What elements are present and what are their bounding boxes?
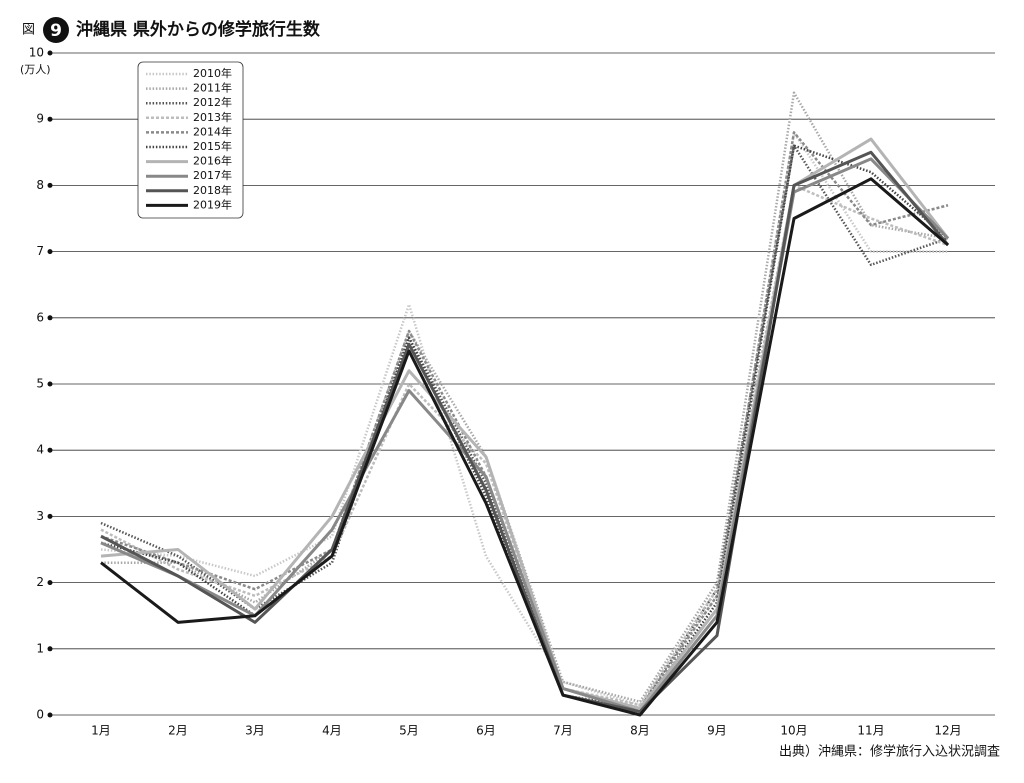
series-line [101, 91, 949, 704]
x-tick-label: 5月 [399, 724, 419, 738]
legend-label: 2018年 [193, 183, 232, 197]
series-line [100, 184, 949, 707]
chart-title: 沖縄県 県外からの修学旅行生数 [76, 19, 321, 40]
tick-mark [47, 381, 53, 387]
x-tick-label: 4月 [322, 724, 342, 738]
tick-mark [47, 513, 53, 519]
series-line [100, 137, 950, 710]
x-tick-label: 8月 [630, 724, 650, 738]
figure-badge [43, 17, 69, 43]
series-line [100, 131, 949, 710]
series-line [100, 177, 949, 717]
x-tick-label: 3月 [245, 724, 265, 738]
legend-label: 2010年 [193, 66, 232, 80]
tick-mark [47, 182, 53, 188]
tick-mark [47, 580, 53, 586]
y-tick-label: 6 [36, 310, 44, 324]
tick-mark [47, 116, 53, 122]
y-tick-label: 4 [36, 443, 44, 457]
tick-mark [47, 712, 53, 718]
legend-label: 2015年 [193, 139, 232, 153]
y-tick-label: 8 [36, 178, 44, 192]
x-tick-label: 7月 [553, 724, 573, 738]
legend-label: 2016年 [193, 154, 232, 168]
x-tick-label: 9月 [707, 724, 727, 738]
y-tick-label: 5 [36, 377, 44, 391]
source: 出典）沖縄県：修学旅行入込状況調査 [779, 744, 1000, 760]
figure-number: 9 [50, 21, 62, 41]
y-tick-label: 1 [36, 641, 44, 655]
x-tick-label: 2月 [168, 724, 188, 738]
legend-label: 2012年 [193, 95, 232, 109]
x-tick-label: 10月 [780, 724, 807, 738]
y-tick-label: 9 [36, 112, 44, 126]
x-tick-label: 6月 [476, 724, 496, 738]
y-tick-label: 2 [36, 575, 44, 589]
x-tick-label: 12月 [934, 724, 961, 738]
legend-label: 2019年 [193, 197, 232, 211]
figure-label: 図 [22, 23, 35, 38]
y-tick-label: 7 [36, 244, 44, 258]
series-line [100, 157, 950, 714]
x-tick-label: 1月 [91, 724, 111, 738]
x-tick-label: 11月 [857, 724, 884, 738]
tick-mark [47, 50, 53, 56]
legend-label: 2014年 [193, 124, 232, 138]
tick-mark [47, 249, 53, 255]
y-tick-label: 3 [36, 509, 44, 523]
y-axis-label: (万人) [20, 63, 51, 76]
legend-box [137, 61, 244, 219]
y-tick-label: 0 [36, 708, 44, 722]
y-tick-label: 10 [29, 46, 44, 60]
legend-label: 2011年 [193, 81, 232, 95]
series-line [100, 144, 949, 713]
tick-mark [47, 315, 53, 321]
series-line [100, 144, 949, 710]
series-line [100, 150, 950, 714]
legend-label: 2013年 [193, 110, 232, 124]
tick-mark [47, 447, 53, 453]
tick-mark [47, 646, 53, 652]
legend-label: 2017年 [193, 168, 232, 182]
